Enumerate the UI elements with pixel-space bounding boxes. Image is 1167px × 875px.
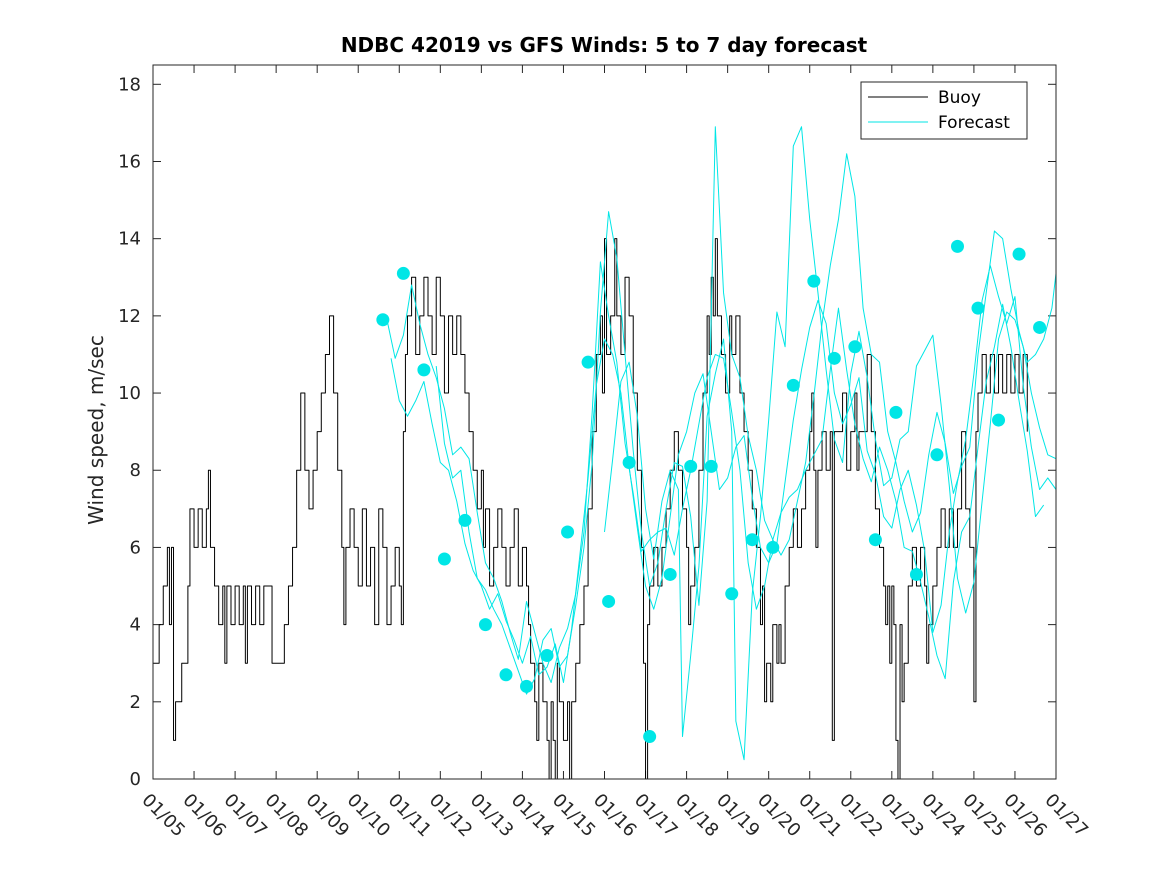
forecast-marker — [520, 679, 534, 693]
legend-box — [860, 81, 1028, 140]
y-tick-label: 12 — [118, 306, 141, 327]
y-tick-label: 18 — [118, 74, 141, 95]
forecast-marker — [848, 340, 862, 354]
forecast-marker — [930, 448, 944, 462]
legend-buoy-label: Buoy — [938, 88, 981, 108]
forecast-marker — [684, 459, 698, 473]
forecast-marker — [478, 618, 492, 632]
forecast-marker — [396, 266, 410, 280]
forecast-marker — [725, 587, 739, 601]
y-tick-label: 0 — [130, 769, 141, 790]
forecast-series-line — [390, 265, 1056, 684]
forecast-marker — [1033, 320, 1047, 334]
forecast-marker — [868, 533, 882, 547]
forecast-marker — [745, 533, 759, 547]
y-tick-label: 14 — [118, 229, 141, 250]
forecast-marker — [540, 648, 554, 662]
forecast-marker — [992, 413, 1006, 427]
forecast-marker — [437, 552, 451, 566]
forecast-series-line — [435, 126, 1045, 695]
plot-box — [152, 64, 1057, 780]
y-tick-label: 4 — [130, 615, 141, 636]
y-axis-label: Wind speed, m/sec — [84, 335, 108, 525]
y-tick-label: 10 — [118, 383, 141, 404]
forecast-markers — [376, 239, 1047, 744]
forecast-marker — [704, 459, 718, 473]
y-tick-label: 2 — [130, 692, 141, 713]
forecast-marker — [889, 405, 903, 419]
forecast-series-line — [386, 153, 1056, 684]
forecast-marker — [1012, 247, 1026, 261]
y-tick-label: 8 — [130, 460, 141, 481]
forecast-marker — [971, 301, 985, 315]
chart-title: NDBC 42019 vs GFS Winds: 5 to 7 day fore… — [341, 33, 868, 57]
legend: Buoy Forecast — [860, 81, 1028, 140]
forecast-marker — [622, 456, 636, 470]
forecast-marker — [561, 525, 575, 539]
forecast-marker — [581, 355, 595, 369]
forecast-series-line — [604, 126, 1056, 761]
forecast-marker — [602, 594, 616, 608]
forecast-marker — [827, 351, 841, 365]
y-tick-label: 6 — [130, 537, 141, 558]
legend-forecast-label: Forecast — [938, 113, 1010, 133]
y-tick-label: 16 — [118, 151, 141, 172]
forecast-marker — [766, 540, 780, 554]
forecast-marker — [807, 274, 821, 288]
forecast-marker — [458, 513, 472, 527]
forecast-marker — [643, 730, 657, 744]
forecast-marker — [786, 378, 800, 392]
forecast-marker — [499, 668, 513, 682]
series-layer — [153, 126, 1056, 779]
forecast-marker — [376, 313, 390, 327]
buoy-series-line — [153, 238, 1028, 779]
forecast-marker — [417, 363, 431, 377]
forecast-marker — [663, 567, 677, 581]
forecast-marker — [909, 567, 923, 581]
forecast-marker — [950, 239, 964, 253]
